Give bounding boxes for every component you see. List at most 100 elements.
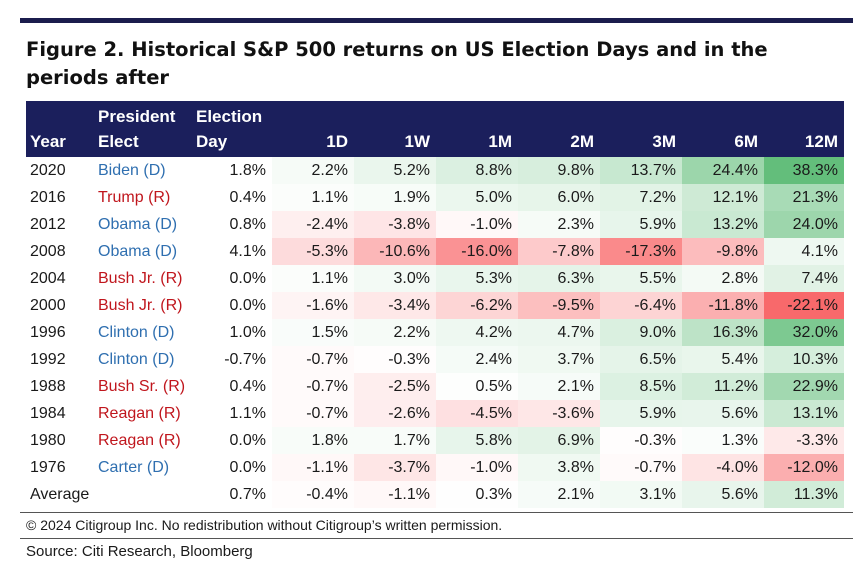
figure-title: Figure 2. Historical S&P 500 returns on … (26, 38, 768, 89)
value-cell-2m: 3.8% (518, 454, 600, 481)
president-cell: Clinton (D) (98, 350, 175, 368)
value-cell-12m: 21.3% (764, 184, 844, 211)
value-cell-6m: -9.8% (682, 238, 764, 265)
year-cell: 1988 (30, 377, 66, 395)
year-cell: 2004 (30, 269, 66, 287)
value-cell-3m: 13.7% (600, 157, 682, 184)
header-6m: 6M (682, 101, 764, 157)
header-election-day: Election Day (192, 101, 272, 157)
year-cell: 2020 (30, 161, 66, 179)
value-cell-6m: 5.4% (682, 346, 764, 373)
value-cell-1m: 5.0% (436, 184, 518, 211)
value-cell-6m: 12.1% (682, 184, 764, 211)
value-cell-election-day: 0.0% (229, 458, 266, 476)
header-president: President Elect (94, 101, 192, 157)
value-cell-12m: 24.0% (764, 211, 844, 238)
value-cell-1w: -3.4% (354, 292, 436, 319)
source-rule (20, 538, 853, 539)
value-cell-2m: 2.1% (518, 481, 600, 508)
value-cell-2m: 4.7% (518, 319, 600, 346)
value-cell-2m: -9.5% (518, 292, 600, 319)
value-cell-1m: 0.5% (436, 373, 518, 400)
value-cell-3m: 7.2% (600, 184, 682, 211)
table-row: 1976 Carter (D) 0.0% -1.1% -3.7% -1.0% 3.8% -0.… (26, 454, 844, 481)
table-row: 1984 Reagan (R) 1.1% -0.7% -2.6% -4.5% -3.6% 5.… (26, 400, 844, 427)
header-year: Year (26, 101, 94, 157)
value-cell-1m: -16.0% (436, 238, 518, 265)
value-cell-2m: -3.6% (518, 400, 600, 427)
value-cell-2m: 9.8% (518, 157, 600, 184)
value-cell-election-day: 1.8% (229, 161, 266, 179)
table-row: 1988 Bush Sr. (R) 0.4% -0.7% -2.5% 0.5% 2.1% 8.… (26, 373, 844, 400)
value-cell-2m: 6.0% (518, 184, 600, 211)
value-cell-12m: -22.1% (764, 292, 844, 319)
table-row: 2020 Biden (D) 1.8% 2.2% 5.2% 8.8% 9.8% 13.7% 24… (26, 157, 844, 184)
value-cell-1m: 0.3% (436, 481, 518, 508)
header-2m: 2M (518, 101, 600, 157)
value-cell-1d: -2.4% (272, 211, 354, 238)
table-row: 2000 Bush Jr. (R) 0.0% -1.6% -3.4% -6.2% -9.5%… (26, 292, 844, 319)
value-cell-election-day: 0.0% (229, 431, 266, 449)
value-cell-3m: 5.9% (600, 400, 682, 427)
table-row: 2012 Obama (D) 0.8% -2.4% -3.8% -1.0% 2.3% 5.9%… (26, 211, 844, 238)
year-cell: 1992 (30, 350, 66, 368)
value-cell-1w: 3.0% (354, 265, 436, 292)
value-cell-3m: 3.1% (600, 481, 682, 508)
value-cell-6m: 13.2% (682, 211, 764, 238)
table-row: 2008 Obama (D) 4.1% -5.3% -10.6% -16.0% -7.8% -… (26, 238, 844, 265)
value-cell-1w: -3.7% (354, 454, 436, 481)
table-row: 1996 Clinton (D) 1.0% 1.5% 2.2% 4.2% 4.7% 9.0% 1… (26, 319, 844, 346)
value-cell-12m: 22.9% (764, 373, 844, 400)
value-cell-1m: 8.8% (436, 157, 518, 184)
value-cell-1w: -10.6% (354, 238, 436, 265)
value-cell-12m: 13.1% (764, 400, 844, 427)
year-cell: 1976 (30, 458, 66, 476)
value-cell-3m: -0.3% (600, 427, 682, 454)
value-cell-6m: -11.8% (682, 292, 764, 319)
value-cell-2m: -7.8% (518, 238, 600, 265)
table-body: 2020 Biden (D) 1.8% 2.2% 5.2% 8.8% 9.8% 13.7% 24… (26, 157, 844, 508)
value-cell-1m: 2.4% (436, 346, 518, 373)
table-row: 1992 Clinton (D) -0.7% -0.7% -0.3% 2.4% 3.7% 6.… (26, 346, 844, 373)
value-cell-2m: 2.1% (518, 373, 600, 400)
value-cell-1d: 1.1% (272, 184, 354, 211)
value-cell-1d: -0.4% (272, 481, 354, 508)
value-cell-1d: 1.1% (272, 265, 354, 292)
year-cell: 2012 (30, 215, 66, 233)
president-cell: Obama (D) (98, 242, 178, 260)
president-cell: Carter (D) (98, 458, 170, 476)
value-cell-12m: 32.0% (764, 319, 844, 346)
president-cell (94, 481, 192, 508)
value-cell-6m: 5.6% (682, 481, 764, 508)
value-cell-1d: -0.7% (272, 373, 354, 400)
value-cell-election-day: 0.8% (229, 215, 266, 233)
value-cell-3m: -6.4% (600, 292, 682, 319)
value-cell-2m: 6.3% (518, 265, 600, 292)
value-cell-1w: 1.9% (354, 184, 436, 211)
table-row: 2004 Bush Jr. (R) 0.0% 1.1% 3.0% 5.3% 6.3% 5.5%… (26, 265, 844, 292)
value-cell-1m: 5.3% (436, 265, 518, 292)
returns-table: Year President Elect Election Day 1D 1W … (26, 101, 844, 508)
president-cell: Bush Sr. (R) (98, 377, 186, 395)
value-cell-1m: -4.5% (436, 400, 518, 427)
value-cell-1d: -1.1% (272, 454, 354, 481)
value-cell-12m: 38.3% (764, 157, 844, 184)
value-cell-1w: 5.2% (354, 157, 436, 184)
value-cell-12m: 7.4% (764, 265, 844, 292)
year-cell: 1984 (30, 404, 66, 422)
footnote-rule (20, 512, 853, 513)
value-cell-election-day: 4.1% (229, 242, 266, 260)
header-1d: 1D (272, 101, 354, 157)
table-row: 2016 Trump (R) 0.4% 1.1% 1.9% 5.0% 6.0% 7.2% 12.… (26, 184, 844, 211)
value-cell-1w: 1.7% (354, 427, 436, 454)
value-cell-3m: 8.5% (600, 373, 682, 400)
value-cell-3m: 9.0% (600, 319, 682, 346)
header-12m: 12M (764, 101, 844, 157)
president-cell: Trump (R) (98, 188, 171, 206)
value-cell-1w: -0.3% (354, 346, 436, 373)
value-cell-3m: -17.3% (600, 238, 682, 265)
value-cell-6m: 1.3% (682, 427, 764, 454)
value-cell-1d: -1.6% (272, 292, 354, 319)
value-cell-1m: -1.0% (436, 211, 518, 238)
president-cell: Reagan (R) (98, 404, 181, 422)
